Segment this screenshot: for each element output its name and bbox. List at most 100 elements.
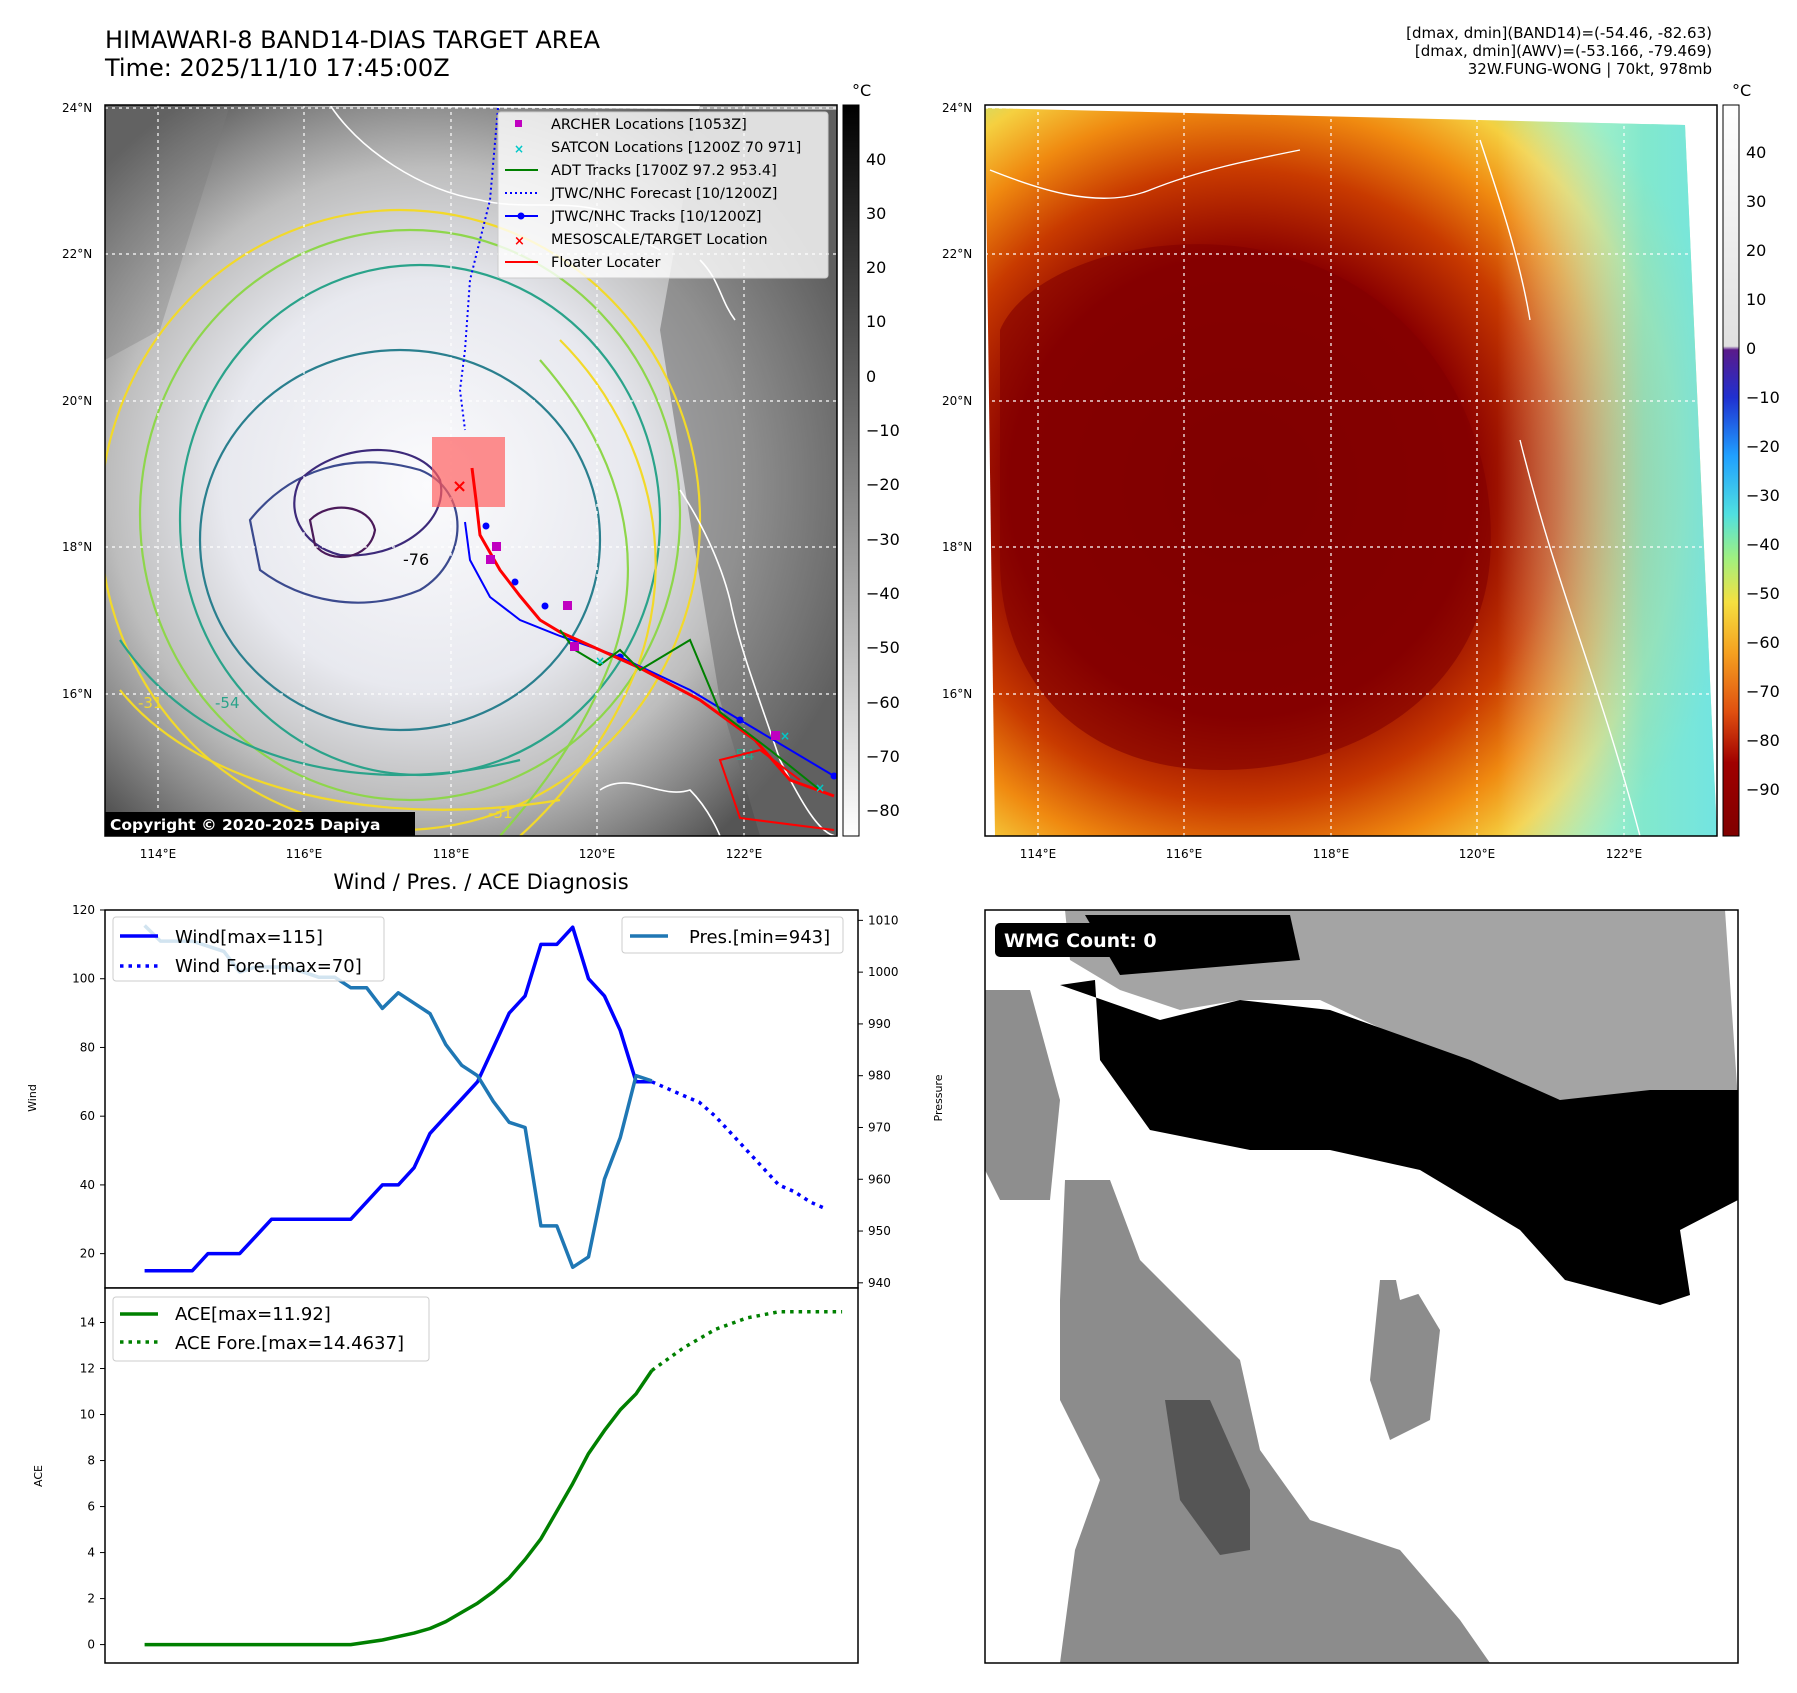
contour-label-3: -31 — [138, 694, 163, 712]
wmg-white-hole — [1390, 1250, 1430, 1300]
mesoscale-target-marker: × — [452, 476, 467, 497]
cb-tick: 40 — [866, 150, 886, 169]
ir-clear-sky-east — [660, 105, 837, 836]
awv-colorbar: °C 40 30 20 10 0 −10 −20 −30 −40 −50 −60… — [1722, 81, 1780, 837]
archer-point — [492, 542, 501, 551]
track-point — [736, 716, 744, 724]
coastline-luzon — [1519, 439, 1641, 836]
track-point — [511, 578, 519, 586]
ace-y-ticks: 14 12 10 8 6 4 2 0 — [80, 1316, 105, 1652]
awv-colorbar-unit: °C — [1732, 81, 1751, 100]
wind-axis-label: Wind — [26, 1084, 39, 1112]
legend-ace-fore-label: ACE Fore.[max=14.4637] — [175, 1333, 404, 1354]
figure-title: HIMAWARI-8 BAND14-DIAS TARGET AREA Time:… — [105, 26, 600, 82]
cb-tick: −60 — [866, 693, 900, 712]
contour-label-4: -31 — [488, 804, 513, 822]
ace-chart: 14 12 10 8 6 4 2 0 ACE ACE[max=11.92] ACE Fore.… — [32, 1287, 859, 1664]
cb-tick: 30 — [866, 204, 886, 223]
cb-tick: 20 — [1746, 241, 1766, 260]
legend-archer-icon — [515, 120, 522, 127]
awv-coastlines — [989, 139, 1641, 836]
lat-label: 22°N — [942, 247, 972, 261]
track-point — [830, 772, 837, 780]
stats-line-2: [dmax, dmin](AWV)=(-53.166, -79.469) — [1414, 42, 1712, 60]
contour-label-2: -54 — [215, 694, 240, 712]
ace-legend: ACE[max=11.92] ACE Fore.[max=14.4637] — [112, 1296, 430, 1362]
cb-tick: −70 — [866, 747, 900, 766]
cb-tick: −90 — [1746, 780, 1780, 799]
lon-label: 118°E — [1313, 847, 1350, 861]
lat-label: 24°N — [942, 101, 972, 115]
target-area-box — [432, 437, 505, 507]
coastline-china — [989, 149, 1301, 199]
stats-block: [dmax, dmin](BAND14)=(-54.46, -82.63) [d… — [1406, 24, 1712, 78]
wmg-count-box — [995, 923, 1173, 957]
archer-points — [486, 542, 780, 740]
awv-colorbar-bar — [1722, 104, 1740, 837]
archer-point — [771, 731, 780, 740]
wind-tick-label: 80 — [80, 1040, 95, 1054]
contour-indigo-1 — [248, 461, 459, 604]
ace-tick-label: 8 — [87, 1454, 95, 1468]
wind-tick-label: 20 — [80, 1247, 95, 1261]
lon-label: 120°E — [579, 847, 616, 861]
legend-satcon-label: SATCON Locations [1200Z 70 971] — [551, 140, 801, 156]
wind-legend-box — [112, 916, 385, 982]
awv-map-panel: 24°N 22°N 20°N 18°N 16°N 114°E 116°E 118… — [942, 81, 1780, 861]
ir-clear-sky-nw — [105, 105, 230, 360]
cb-tick: 20 — [866, 258, 886, 277]
ace-tick-label: 0 — [87, 1638, 95, 1652]
ir-map-frame — [104, 104, 838, 837]
archer-point — [563, 601, 572, 610]
cb-tick: −80 — [866, 801, 900, 820]
ace-legend-box — [112, 1296, 430, 1362]
pressure-axis-label: Pressure — [932, 1074, 945, 1121]
cb-tick: −50 — [866, 638, 900, 657]
lon-label: 122°E — [726, 847, 763, 861]
legend-box — [497, 111, 829, 279]
legend-satcon-icon: × — [514, 142, 524, 156]
awv-gridlines — [985, 105, 1717, 836]
copyright-text: Copyright © 2020-2025 Dapiya — [110, 816, 380, 834]
legend-target-icon: × — [514, 234, 525, 249]
wmg-frame — [984, 909, 1739, 1664]
wind-tick-label: 60 — [80, 1109, 95, 1123]
jtwc-forecast-track — [458, 107, 499, 431]
cb-tick: 0 — [1746, 339, 1756, 358]
awv-core-cold — [1000, 244, 1491, 770]
ace-tick-label: 4 — [87, 1546, 95, 1560]
contour-labels: -76 -54 -31 -31 -54 — [138, 550, 755, 822]
legend-ace-label: ACE[max=11.92] — [175, 1304, 331, 1325]
cb-tick: 40 — [1746, 143, 1766, 162]
lon-label: 116°E — [1166, 847, 1203, 861]
lat-label: 16°N — [942, 687, 972, 701]
stats-line-1: [dmax, dmin](BAND14)=(-54.46, -82.63) — [1406, 24, 1712, 42]
legend-forecast-label: JTWC/NHC Forecast [10/1200Z] — [550, 186, 777, 202]
wmg-gray-south — [1060, 1180, 1490, 1663]
ir-map-panel: -76 -54 -31 -31 -54 — [62, 81, 900, 861]
wmg-count-label: WMG Count: 0 — [1004, 930, 1157, 952]
lon-label: 118°E — [433, 847, 470, 861]
wmg-panel: WMG Count: 0 — [984, 909, 1739, 1664]
pressure-tick-label: 970 — [868, 1120, 891, 1134]
legend-track-label: JTWC/NHC Tracks [10/1200Z] — [550, 209, 762, 225]
satcon-point: × — [595, 654, 605, 668]
wmg-gray-south-2 — [1370, 1280, 1440, 1440]
cb-tick: −10 — [1746, 388, 1780, 407]
wind-series-line — [144, 925, 652, 1273]
coastline-mindoro — [599, 782, 721, 836]
lat-label: 20°N — [62, 394, 92, 408]
cb-tick: −80 — [1746, 731, 1780, 750]
ir-lat-labels: 24°N 22°N 20°N 18°N 16°N — [62, 101, 92, 701]
pressure-legend-box — [621, 916, 844, 954]
pressure-tick-label: 990 — [868, 1017, 891, 1031]
cb-tick: −10 — [866, 421, 900, 440]
cb-tick: −30 — [866, 530, 900, 549]
pressure-tick-label: 950 — [868, 1224, 891, 1238]
lon-label: 114°E — [1020, 847, 1057, 861]
floater-locater-track — [470, 467, 835, 798]
cb-tick: 30 — [1746, 192, 1766, 211]
lat-label: 18°N — [62, 540, 92, 554]
legend-pressure-label: Pres.[min=943] — [689, 927, 830, 948]
contour-band-green — [499, 359, 629, 836]
